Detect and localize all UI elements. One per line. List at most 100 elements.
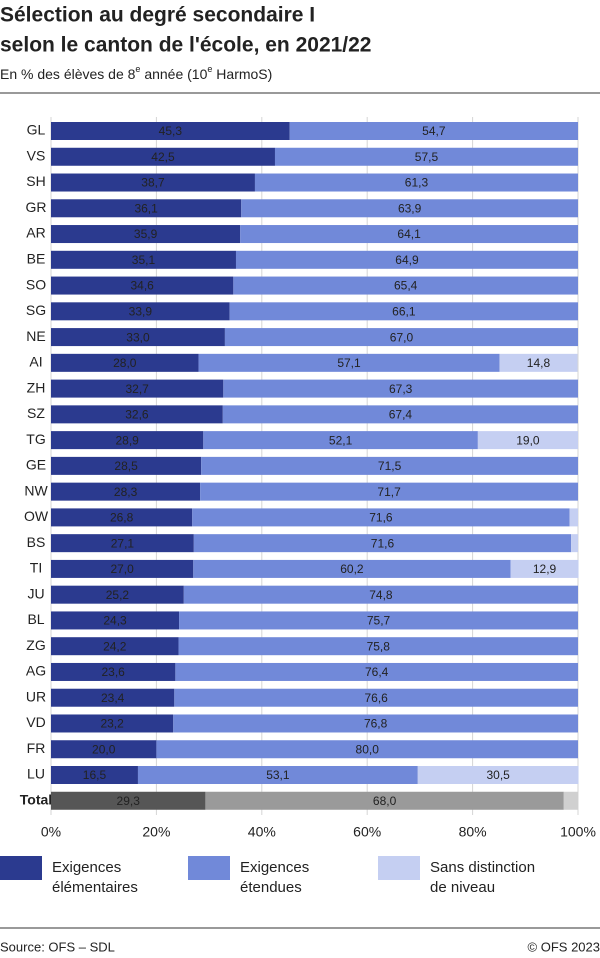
bar-segment — [289, 122, 578, 140]
bar-segment — [417, 766, 579, 784]
chart-subtitle: En % des élèves de 8e année (10e HarmoS) — [0, 64, 272, 81]
y-tick-label: SH — [26, 173, 45, 189]
value-label: 76,4 — [365, 665, 389, 679]
legend-label: Sans distinction de niveau — [430, 859, 536, 896]
y-tick-label: AI — [29, 354, 42, 370]
value-label: 12,9 — [533, 562, 557, 576]
value-label: 64,1 — [397, 227, 421, 241]
bar-segment — [51, 302, 230, 321]
x-tick-label: 80% — [459, 824, 487, 840]
bar-segment — [51, 276, 234, 295]
bar-segment — [235, 250, 579, 269]
value-label: 25,2 — [106, 588, 130, 602]
value-label: 76,8 — [364, 717, 388, 731]
value-label: 54,7 — [422, 124, 446, 138]
bar-segment — [229, 302, 578, 321]
value-label: 33,0 — [126, 330, 150, 344]
bar-segment — [510, 559, 579, 578]
x-tick-label: 20% — [142, 824, 170, 840]
bar-segment — [51, 353, 199, 372]
bar-segment — [173, 714, 578, 733]
bar-segment — [51, 122, 290, 140]
x-tick-label: 100% — [560, 824, 596, 840]
bar-segment — [569, 508, 578, 527]
bar-segment — [203, 431, 478, 450]
value-label: 76,6 — [364, 691, 388, 705]
bar-segment — [51, 173, 255, 192]
y-tick-label: GE — [26, 457, 46, 473]
chart-title: selon le canton de l'école, en 2021/22 — [0, 34, 372, 57]
value-label: 65,4 — [394, 279, 418, 293]
legend-swatch — [188, 856, 230, 880]
value-label: 68,0 — [373, 794, 397, 808]
bar-segment — [51, 225, 241, 244]
x-tick-label: 40% — [248, 824, 276, 840]
value-label: 64,9 — [395, 253, 419, 267]
bar-segment — [192, 508, 570, 527]
y-tick-label: BE — [27, 251, 46, 267]
y-tick-label: SO — [26, 276, 46, 292]
y-tick-label: SZ — [27, 405, 45, 421]
bar-segment — [51, 611, 180, 630]
y-tick-label: AR — [26, 225, 45, 241]
value-label: 23,2 — [100, 717, 124, 731]
value-label: 60,2 — [340, 562, 364, 576]
bar-segment — [51, 199, 242, 218]
value-label: 24,2 — [103, 639, 127, 653]
value-label: 29,3 — [117, 794, 141, 808]
x-tick-label: 0% — [41, 824, 61, 840]
bar-segment — [499, 353, 578, 372]
y-tick-label: NW — [24, 482, 48, 498]
bar-segment — [198, 353, 500, 372]
bar-segment — [178, 637, 578, 656]
y-tick-label: GL — [27, 122, 46, 138]
bar-segment — [51, 508, 193, 527]
bar-segment — [205, 791, 564, 810]
bar-segment — [254, 173, 578, 192]
value-label: 74,8 — [369, 588, 393, 602]
value-label: 35,9 — [134, 227, 158, 241]
bar-segment — [222, 405, 578, 424]
y-tick-label: BL — [27, 611, 44, 627]
y-tick-label: JU — [27, 585, 44, 601]
legend-label: Exigences étendues — [240, 859, 310, 896]
y-tick-label: TG — [26, 431, 45, 447]
bar-segment — [183, 585, 578, 604]
y-tick-label: Total — [20, 791, 52, 807]
value-label: 52,1 — [329, 433, 353, 447]
bar-segment — [200, 482, 579, 501]
value-label: 67,0 — [390, 330, 414, 344]
value-label: 45,3 — [159, 124, 183, 138]
value-label: 33,9 — [129, 304, 153, 318]
bar-segment — [51, 740, 157, 759]
bar-segment — [51, 328, 225, 347]
bar-segment — [51, 791, 206, 810]
y-tick-label: BS — [27, 534, 46, 550]
value-label: 57,5 — [415, 150, 439, 164]
value-label: 28,5 — [114, 459, 138, 473]
y-tick-label: OW — [24, 508, 49, 524]
bar-segment — [51, 766, 138, 784]
y-tick-label: NE — [26, 328, 45, 344]
bar-segment — [51, 147, 275, 166]
chart-title: Sélection au degré secondaire I — [0, 4, 315, 27]
value-label: 71,5 — [378, 459, 402, 473]
bar-segment — [241, 199, 578, 218]
bar-segment — [137, 766, 418, 784]
bar-segment — [175, 662, 578, 681]
value-label: 66,1 — [392, 304, 416, 318]
bar-segment — [223, 379, 579, 398]
y-tick-label: GR — [26, 199, 47, 215]
subtitle-sup: e — [207, 64, 212, 74]
bar-segment — [51, 662, 176, 681]
bar-segment — [233, 276, 579, 295]
y-tick-label: AG — [26, 663, 46, 679]
value-label: 67,3 — [389, 382, 413, 396]
bar-segment — [51, 456, 202, 475]
y-tick-label: SG — [26, 302, 46, 318]
source: Source: OFS – SDL — [0, 939, 115, 954]
value-label: 19,0 — [516, 433, 540, 447]
value-label: 28,9 — [115, 433, 139, 447]
value-label: 71,6 — [371, 536, 395, 550]
